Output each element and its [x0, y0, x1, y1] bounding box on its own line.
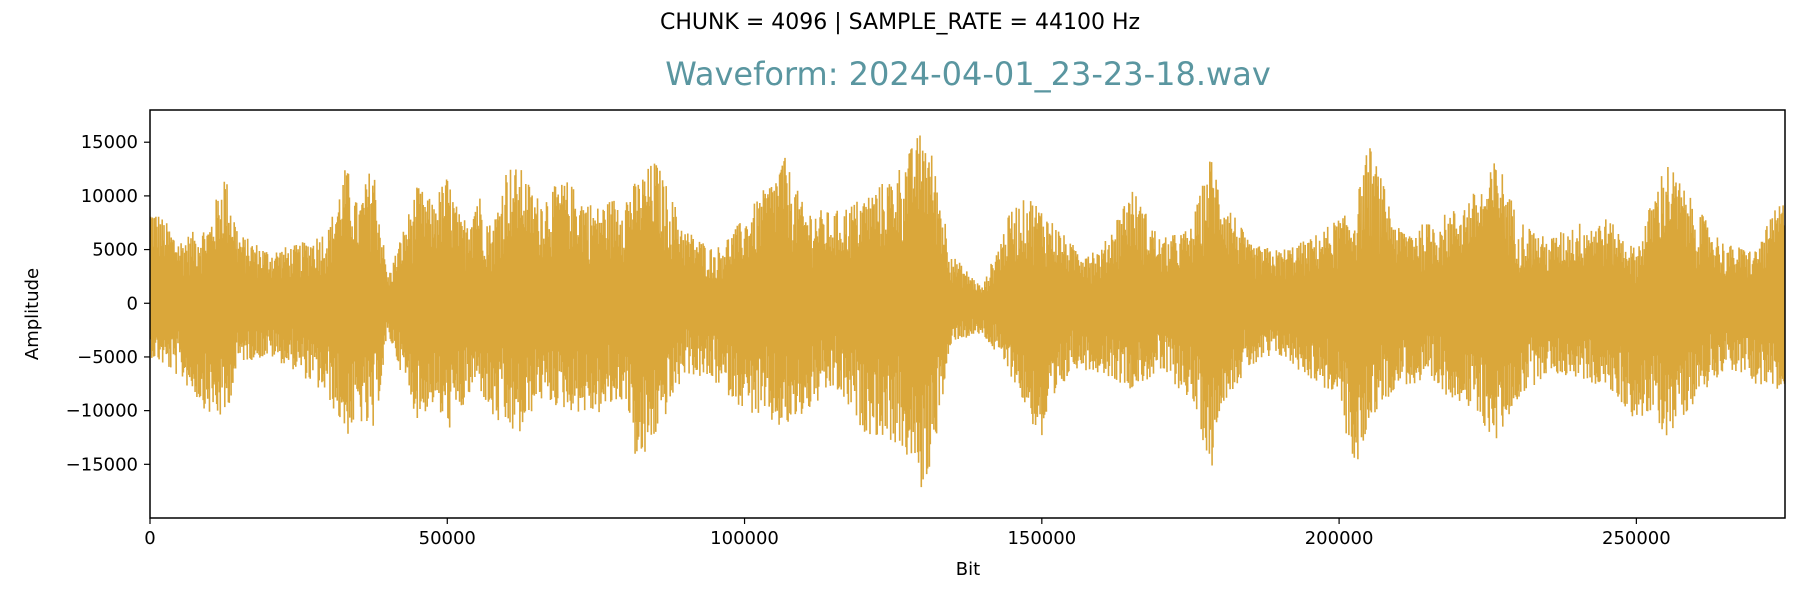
plot-frame	[149, 109, 1786, 519]
x-tick-label: 150000	[1007, 528, 1076, 549]
x-axis-ticks: 0 50000 100000 150000 200000 250000	[144, 518, 1671, 549]
waveform-line	[149, 135, 1786, 488]
x-tick-label: 250000	[1602, 528, 1671, 549]
y-tick-label: −5000	[77, 347, 138, 368]
x-tick-label: 100000	[710, 528, 779, 549]
y-tick-label: −15000	[66, 454, 138, 475]
figure-suptitle: CHUNK = 4096 | SAMPLE_RATE = 44100 Hz	[660, 10, 1140, 35]
y-tick-label: 0	[127, 293, 138, 314]
y-tick-label: −10000	[66, 401, 138, 422]
waveform-layer	[149, 135, 1786, 488]
x-tick-label: 0	[144, 528, 155, 549]
chart-title: Waveform: 2024-04-01_23-23-18.wav	[665, 55, 1271, 93]
x-axis-label: Bit	[956, 559, 980, 580]
y-tick-label: 5000	[92, 240, 138, 261]
y-tick-label: 15000	[81, 132, 138, 153]
y-axis-label: Amplitude	[22, 268, 43, 360]
x-tick-label: 200000	[1305, 528, 1374, 549]
y-axis-ticks: −15000 −10000 −5000 0 5000 10000 15000	[66, 132, 150, 475]
x-tick-label: 50000	[419, 528, 476, 549]
y-tick-label: 10000	[81, 186, 138, 207]
